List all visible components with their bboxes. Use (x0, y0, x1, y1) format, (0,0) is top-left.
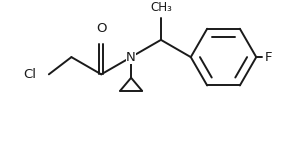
Text: F: F (265, 51, 273, 64)
Text: Cl: Cl (24, 68, 37, 81)
Text: O: O (96, 22, 106, 35)
Text: CH₃: CH₃ (150, 1, 172, 14)
Text: N: N (126, 51, 136, 64)
